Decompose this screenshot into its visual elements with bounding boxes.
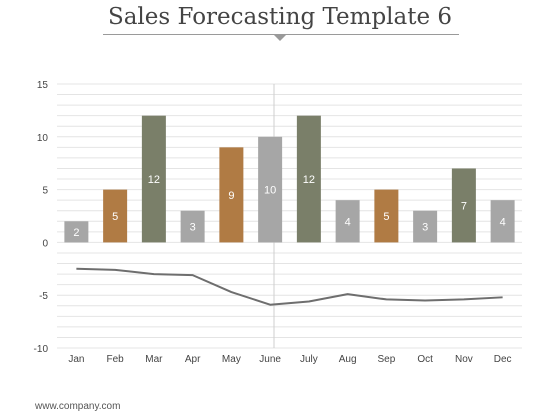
bar-data-label: 7 <box>461 200 467 212</box>
bar <box>219 147 244 243</box>
y-tick-label: 0 <box>42 238 48 249</box>
bar <box>490 200 515 243</box>
bar-data-label: 5 <box>383 211 389 223</box>
bar-data-label: 12 <box>148 174 160 186</box>
bar-data-label: 5 <box>112 211 118 223</box>
bar-data-label: 4 <box>345 216 351 228</box>
x-tick-label: Sep <box>377 354 395 365</box>
x-tick-label: Aug <box>339 354 357 365</box>
x-tick-label: July <box>300 354 318 365</box>
y-tick-label: 15 <box>37 80 49 91</box>
bar <box>296 115 321 243</box>
title-divider <box>103 34 459 35</box>
bar <box>374 189 399 243</box>
bar-data-label: 10 <box>264 185 276 197</box>
bar-data-label: 2 <box>73 227 79 239</box>
y-tick-label: 10 <box>37 133 49 144</box>
bar <box>64 221 89 243</box>
x-tick-label: Mar <box>145 354 163 365</box>
bar-data-label: 3 <box>190 222 196 234</box>
bar-data-label: 4 <box>500 216 506 228</box>
bar <box>103 189 128 243</box>
x-tick-label: May <box>222 354 241 365</box>
bar <box>180 210 205 243</box>
title-pointer-icon <box>274 35 286 41</box>
bar-data-label: 3 <box>422 222 428 234</box>
bar <box>258 136 283 243</box>
x-tick-label: Dec <box>494 354 512 365</box>
x-tick-label: Nov <box>455 354 473 365</box>
x-tick-label: June <box>259 354 281 365</box>
bar <box>141 115 166 243</box>
bar <box>413 210 438 243</box>
x-tick-label: Jan <box>68 354 84 365</box>
footer-url: www.company.com <box>35 401 121 412</box>
page-title: Sales Forecasting Template 6 <box>107 4 453 30</box>
y-tick-label: 5 <box>42 186 48 197</box>
y-tick-label: -10 <box>34 344 49 355</box>
bar <box>335 200 360 243</box>
bar <box>451 168 476 243</box>
forecast-line <box>76 267 503 306</box>
x-tick-label: Feb <box>107 354 125 365</box>
bar-data-label: 9 <box>228 190 234 202</box>
bar-data-label: 12 <box>303 174 315 186</box>
x-tick-label: Oct <box>417 354 433 365</box>
x-tick-label: Apr <box>185 354 201 365</box>
y-tick-label: -5 <box>39 291 48 302</box>
